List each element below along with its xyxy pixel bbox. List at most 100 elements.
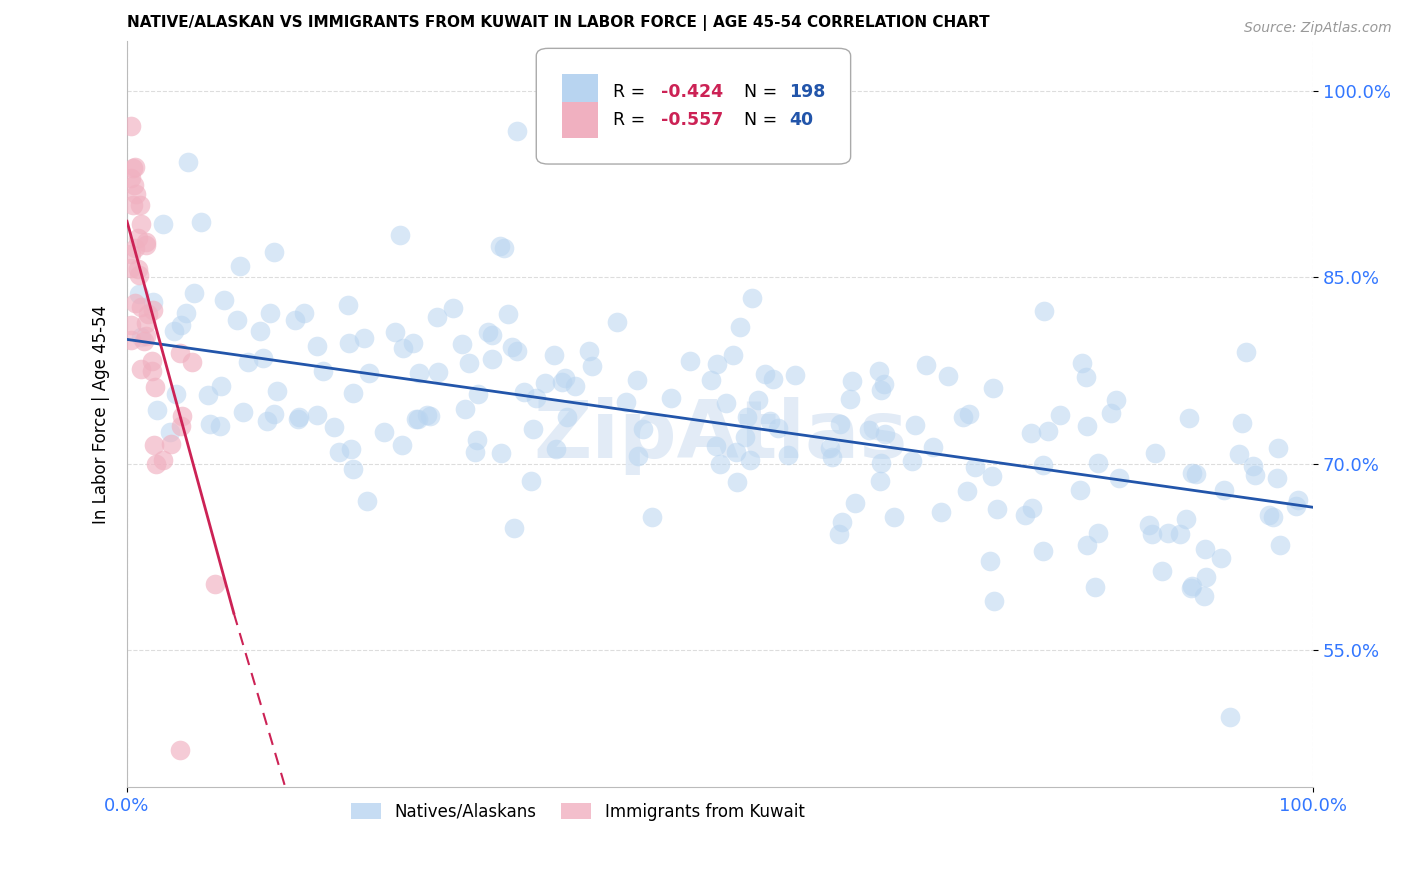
Point	[544, 442, 567, 456]
Point	[252, 351, 274, 365]
Point	[758, 414, 780, 428]
Point	[641, 510, 664, 524]
Point	[1241, 458, 1264, 473]
Point	[120, 119, 142, 133]
Point	[129, 329, 152, 343]
Point	[120, 247, 142, 261]
Point	[1194, 541, 1216, 556]
Point	[408, 366, 430, 380]
Point	[869, 474, 891, 488]
Point	[1150, 564, 1173, 578]
Point	[136, 307, 159, 321]
Point	[143, 380, 166, 394]
Point	[741, 291, 763, 305]
Point	[534, 376, 557, 390]
Point	[169, 743, 191, 757]
Point	[768, 420, 790, 434]
Point	[120, 260, 142, 275]
Point	[626, 450, 648, 464]
Point	[721, 348, 744, 362]
Point	[1099, 406, 1122, 420]
Point	[1181, 467, 1204, 481]
Point	[391, 438, 413, 452]
Point	[699, 373, 721, 387]
Point	[1144, 445, 1167, 459]
Point	[492, 241, 515, 255]
Point	[170, 318, 193, 332]
Point	[1285, 500, 1308, 514]
Point	[1137, 518, 1160, 533]
Point	[543, 348, 565, 362]
Point	[1195, 570, 1218, 584]
Point	[426, 310, 449, 324]
Point	[844, 496, 866, 510]
Point	[631, 422, 654, 436]
Point	[135, 329, 157, 343]
FancyBboxPatch shape	[562, 74, 598, 111]
Point	[170, 419, 193, 434]
FancyBboxPatch shape	[562, 102, 598, 138]
Point	[127, 231, 149, 245]
Point	[1104, 392, 1126, 407]
Point	[226, 313, 249, 327]
Point	[307, 339, 329, 353]
Point	[356, 494, 378, 508]
Point	[328, 445, 350, 459]
Point	[1175, 512, 1198, 526]
Point	[626, 373, 648, 387]
Text: -0.424: -0.424	[661, 83, 723, 102]
Point	[212, 293, 235, 307]
Point	[416, 408, 439, 422]
Point	[467, 387, 489, 401]
Point	[142, 302, 165, 317]
Point	[820, 441, 842, 455]
Point	[883, 509, 905, 524]
Point	[704, 439, 727, 453]
Point	[1184, 467, 1206, 481]
Point	[166, 386, 188, 401]
Point	[1181, 579, 1204, 593]
Point	[503, 521, 526, 535]
Point	[979, 553, 1001, 567]
Point	[373, 425, 395, 439]
Point	[284, 313, 307, 327]
Point	[124, 187, 146, 202]
Point	[1268, 538, 1291, 552]
Text: NATIVE/ALASKAN VS IMMIGRANTS FROM KUWAIT IN LABOR FORCE | AGE 45-54 CORRELATION : NATIVE/ALASKAN VS IMMIGRANTS FROM KUWAIT…	[127, 15, 990, 31]
Point	[342, 385, 364, 400]
Point	[1267, 442, 1289, 456]
Point	[131, 301, 153, 315]
Point	[405, 411, 427, 425]
Point	[1032, 458, 1054, 472]
Point	[1032, 544, 1054, 558]
Point	[263, 408, 285, 422]
Point	[292, 306, 315, 320]
Legend: Natives/Alaskans, Immigrants from Kuwait: Natives/Alaskans, Immigrants from Kuwait	[344, 796, 811, 828]
Point	[124, 296, 146, 310]
Point	[159, 425, 181, 439]
Point	[124, 160, 146, 174]
Point	[1108, 471, 1130, 485]
Point	[1019, 425, 1042, 440]
Point	[1049, 408, 1071, 422]
Point	[1070, 356, 1092, 370]
Point	[725, 475, 748, 489]
Point	[339, 335, 361, 350]
Point	[312, 364, 335, 378]
Point	[288, 409, 311, 424]
Point	[778, 448, 800, 462]
Point	[1286, 492, 1309, 507]
Point	[1234, 344, 1257, 359]
Point	[1209, 551, 1232, 566]
Point	[614, 395, 637, 409]
Point	[1036, 425, 1059, 439]
Point	[353, 331, 375, 345]
Point	[520, 475, 543, 489]
Point	[983, 380, 1005, 394]
Point	[120, 318, 142, 333]
Point	[963, 460, 986, 475]
Point	[141, 354, 163, 368]
Point	[384, 325, 406, 339]
Point	[342, 462, 364, 476]
Point	[256, 414, 278, 428]
